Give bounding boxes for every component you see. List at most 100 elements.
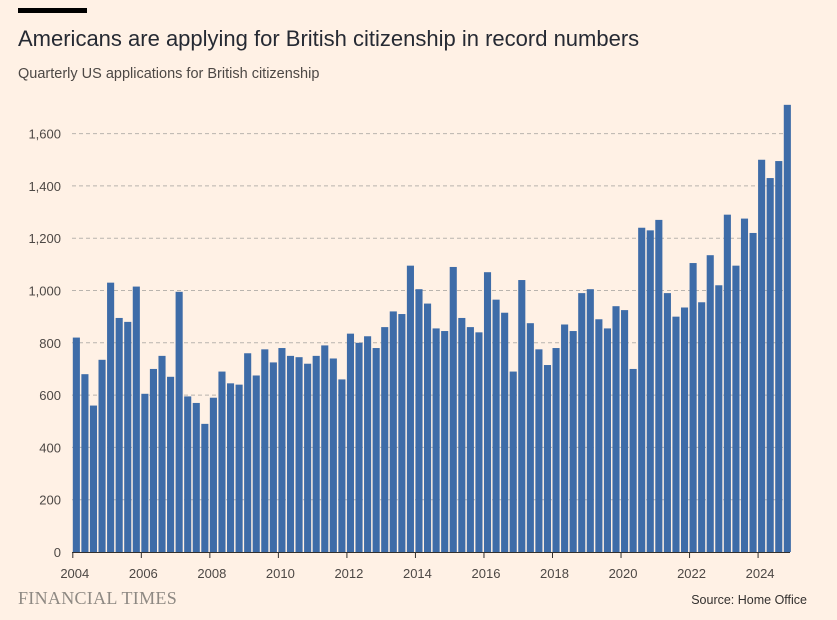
x-tick-label: 2006 bbox=[129, 566, 158, 581]
bar bbox=[706, 255, 714, 552]
bar bbox=[749, 232, 757, 552]
bar bbox=[141, 393, 149, 552]
bar bbox=[132, 286, 140, 552]
bar bbox=[184, 396, 192, 552]
y-tick-label: 600 bbox=[39, 388, 61, 403]
x-tick-label: 2014 bbox=[403, 566, 432, 581]
y-tick-label: 1,200 bbox=[28, 231, 61, 246]
bar bbox=[672, 316, 680, 552]
bar bbox=[115, 317, 123, 552]
bar bbox=[740, 218, 749, 552]
bar bbox=[244, 353, 252, 552]
bar bbox=[603, 328, 611, 552]
ft-top-bar bbox=[18, 8, 87, 13]
bar bbox=[415, 289, 423, 552]
bar bbox=[304, 363, 312, 552]
bar bbox=[406, 265, 414, 552]
bar bbox=[286, 355, 295, 552]
bar bbox=[364, 336, 372, 552]
bar bbox=[775, 161, 783, 552]
bar bbox=[209, 397, 217, 552]
bar bbox=[81, 374, 89, 552]
x-tick-label: 2008 bbox=[197, 566, 226, 581]
bar bbox=[252, 375, 260, 552]
bar bbox=[783, 104, 791, 553]
bar bbox=[124, 321, 132, 552]
x-tick-label: 2012 bbox=[334, 566, 363, 581]
bar bbox=[355, 342, 363, 552]
x-tick-label: 2004 bbox=[60, 566, 89, 581]
bar bbox=[586, 289, 594, 552]
bar bbox=[449, 266, 457, 552]
bar bbox=[167, 376, 175, 552]
y-tick-label: 400 bbox=[39, 440, 61, 455]
bar bbox=[192, 402, 200, 552]
bar bbox=[509, 371, 517, 552]
bar bbox=[501, 312, 509, 552]
bar bbox=[432, 328, 440, 552]
bar bbox=[278, 348, 286, 552]
bar bbox=[312, 355, 320, 552]
bar bbox=[338, 379, 346, 552]
bar bbox=[218, 371, 226, 552]
bar bbox=[543, 365, 552, 552]
x-tick-label: 2016 bbox=[472, 566, 501, 581]
bar bbox=[458, 317, 466, 552]
bar bbox=[389, 311, 397, 552]
bar bbox=[552, 348, 560, 552]
bar bbox=[621, 310, 629, 552]
bar bbox=[424, 303, 432, 552]
bar bbox=[766, 178, 774, 552]
bar bbox=[466, 327, 474, 552]
bar bbox=[295, 357, 303, 552]
y-tick-label: 1,000 bbox=[28, 284, 61, 299]
bar bbox=[698, 302, 706, 552]
bar bbox=[492, 299, 500, 552]
bar bbox=[235, 384, 243, 552]
bar bbox=[561, 324, 569, 552]
bar bbox=[149, 368, 157, 552]
bar bbox=[535, 349, 543, 552]
bar bbox=[381, 327, 389, 552]
bar bbox=[526, 323, 534, 552]
y-tick-label: 800 bbox=[39, 336, 61, 351]
y-tick-label: 0 bbox=[54, 545, 61, 560]
bar bbox=[715, 285, 723, 552]
chart-title: Americans are applying for British citiz… bbox=[18, 26, 640, 51]
bar bbox=[329, 358, 337, 552]
bar bbox=[758, 159, 766, 552]
bar bbox=[89, 405, 98, 552]
bar bbox=[107, 282, 115, 552]
bar bbox=[629, 368, 637, 552]
source-note: Source: Home Office bbox=[691, 593, 807, 607]
bar bbox=[732, 265, 740, 552]
bar bbox=[398, 314, 406, 552]
bar bbox=[680, 307, 689, 552]
bar bbox=[612, 306, 620, 552]
bar bbox=[72, 337, 80, 552]
bar bbox=[269, 362, 277, 552]
bar bbox=[663, 293, 671, 552]
bar bbox=[201, 423, 209, 552]
bar bbox=[158, 355, 166, 552]
y-tick-label: 1,600 bbox=[28, 127, 61, 142]
x-tick-label: 2010 bbox=[266, 566, 295, 581]
y-tick-label: 200 bbox=[39, 493, 61, 508]
bar bbox=[518, 280, 526, 552]
bar bbox=[638, 227, 646, 553]
bar bbox=[578, 293, 586, 552]
bar bbox=[723, 214, 731, 553]
x-tick-label: 2020 bbox=[609, 566, 638, 581]
bar bbox=[483, 272, 492, 552]
bar bbox=[372, 348, 380, 552]
bar bbox=[98, 359, 106, 552]
bar bbox=[646, 230, 654, 553]
chart-subtitle: Quarterly US applications for British ci… bbox=[18, 66, 320, 82]
bar bbox=[595, 319, 603, 552]
bar bbox=[261, 349, 269, 552]
financial-times-logo: FINANCIAL TIMES bbox=[18, 588, 178, 608]
bar bbox=[346, 333, 355, 552]
bar bbox=[569, 331, 577, 552]
x-tick-label: 2018 bbox=[540, 566, 569, 581]
bar bbox=[321, 345, 329, 552]
